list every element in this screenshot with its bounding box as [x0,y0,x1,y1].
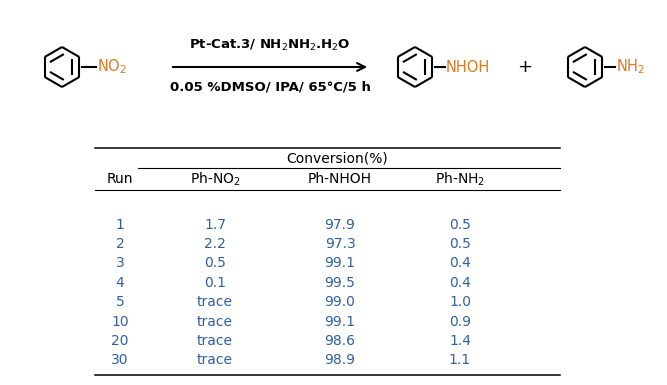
Text: 99.5: 99.5 [325,276,356,290]
Text: Pt-Cat.3/ NH$_2$NH$_2$.H$_2$O: Pt-Cat.3/ NH$_2$NH$_2$.H$_2$O [189,38,351,53]
Text: Conversion(%): Conversion(%) [287,151,388,165]
Text: 99.1: 99.1 [325,315,356,328]
Text: 1.4: 1.4 [449,334,471,348]
Text: trace: trace [197,295,233,309]
Text: 1.1: 1.1 [449,353,471,367]
Text: 0.4: 0.4 [449,256,471,270]
Text: 30: 30 [111,353,129,367]
Text: 3: 3 [115,256,124,270]
Text: trace: trace [197,334,233,348]
Text: 98.6: 98.6 [325,334,356,348]
Text: trace: trace [197,353,233,367]
Text: 0.5: 0.5 [449,237,471,251]
Text: 0.1: 0.1 [204,276,226,290]
Text: 97.3: 97.3 [325,237,356,251]
Text: 2.2: 2.2 [204,237,226,251]
Text: 99.0: 99.0 [325,295,356,309]
Text: 0.05 %DMSO/ IPA/ 65°C/5 h: 0.05 %DMSO/ IPA/ 65°C/5 h [169,81,370,94]
Text: 1.0: 1.0 [449,295,471,309]
Text: 5: 5 [115,295,124,309]
Text: NHOH: NHOH [446,60,490,75]
Text: Ph-NHOH: Ph-NHOH [308,172,372,186]
Text: 97.9: 97.9 [325,218,356,232]
Text: 0.4: 0.4 [449,276,471,290]
Text: Run: Run [107,172,133,186]
Text: 20: 20 [111,334,129,348]
Text: Ph-NO$_2$: Ph-NO$_2$ [189,170,240,188]
Text: 1: 1 [115,218,125,232]
Text: 0.5: 0.5 [204,256,226,270]
Text: 98.9: 98.9 [325,353,356,367]
Text: 4: 4 [115,276,124,290]
Text: NH$_2$: NH$_2$ [616,58,645,76]
Text: 0.9: 0.9 [449,315,471,328]
Text: 1.7: 1.7 [204,218,226,232]
Text: NO$_2$: NO$_2$ [97,58,127,76]
Text: 99.1: 99.1 [325,256,356,270]
Text: Ph-NH$_2$: Ph-NH$_2$ [435,170,485,188]
Text: 2: 2 [115,237,124,251]
Text: 0.5: 0.5 [449,218,471,232]
Text: trace: trace [197,315,233,328]
Text: +: + [518,58,532,76]
Text: 10: 10 [111,315,129,328]
